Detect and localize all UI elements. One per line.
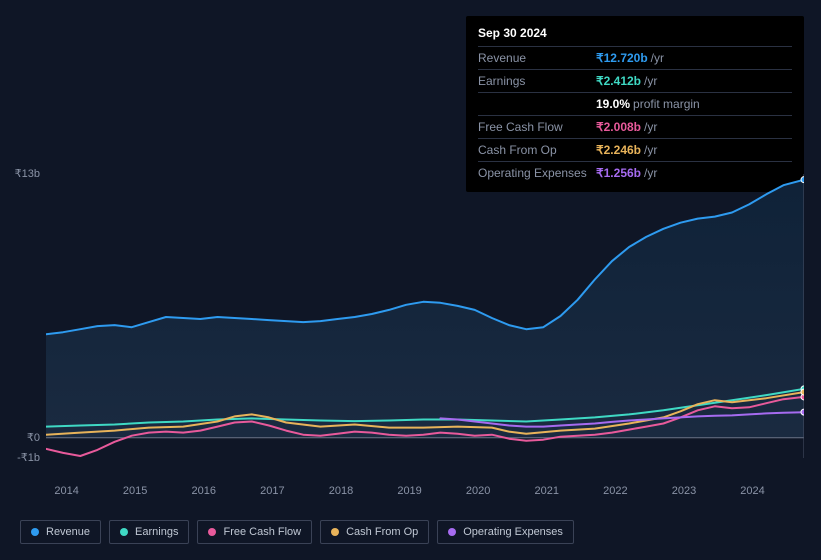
x-tick-label: 2018	[329, 485, 353, 497]
tooltip-metric-unit: /yr	[644, 74, 657, 88]
x-tick-label: 2020	[466, 485, 490, 497]
x-tick-label: 2015	[123, 485, 147, 497]
tooltip-row-sub: 19.0%profit margin	[478, 92, 792, 115]
tooltip-row: Cash From Op₹2.246b/yr	[478, 138, 792, 161]
x-tick-label: 2016	[192, 485, 216, 497]
tooltip-metric-value: ₹12.720b	[596, 51, 648, 65]
tooltip-row: Revenue₹12.720b/yr	[478, 46, 792, 69]
y-tick-label: ₹13b	[0, 167, 40, 180]
x-tick-label: 2022	[603, 485, 627, 497]
marker-opex	[801, 409, 804, 415]
legend-swatch-icon	[120, 528, 128, 536]
chart-legend: Revenue Earnings Free Cash Flow Cash From O…	[20, 520, 574, 544]
revenue-area	[46, 180, 804, 438]
legend-item-earnings[interactable]: Earnings	[109, 520, 189, 544]
tooltip-metric-label: Revenue	[478, 49, 596, 67]
y-tick-label: -₹1b	[0, 451, 40, 464]
tooltip-metric-unit: /yr	[651, 51, 664, 65]
tooltip-metric-label: Cash From Op	[478, 141, 596, 159]
tooltip-metric-value: ₹2.246b	[596, 143, 641, 157]
tooltip-metric-unit: /yr	[644, 120, 657, 134]
tooltip-metric-value: ₹2.008b	[596, 120, 641, 134]
marker-cfo	[801, 389, 804, 395]
legend-label: Earnings	[135, 526, 178, 538]
legend-swatch-icon	[31, 528, 39, 536]
legend-swatch-icon	[331, 528, 339, 536]
tooltip-profit-margin-pct: 19.0%	[596, 97, 630, 111]
x-tick-label: 2014	[54, 485, 78, 497]
x-tick-label: 2019	[397, 485, 421, 497]
chart-plot[interactable]	[46, 174, 804, 458]
legend-swatch-icon	[208, 528, 216, 536]
y-tick-label: ₹0	[0, 431, 40, 444]
legend-swatch-icon	[448, 528, 456, 536]
legend-label: Revenue	[46, 526, 90, 538]
x-tick-label: 2023	[672, 485, 696, 497]
tooltip-metric-label: Free Cash Flow	[478, 118, 596, 136]
tooltip-profit-margin-label: profit margin	[633, 97, 700, 111]
x-tick-label: 2017	[260, 485, 284, 497]
legend-item-opex[interactable]: Operating Expenses	[437, 520, 574, 544]
tooltip-row: Free Cash Flow₹2.008b/yr	[478, 115, 792, 138]
marker-revenue	[801, 177, 804, 183]
legend-label: Free Cash Flow	[223, 526, 301, 538]
legend-item-fcf[interactable]: Free Cash Flow	[197, 520, 312, 544]
tooltip-metric-unit: /yr	[644, 143, 657, 157]
tooltip-metric-value: ₹2.412b	[596, 74, 641, 88]
legend-label: Operating Expenses	[463, 526, 563, 538]
x-tick-label: 2021	[535, 485, 559, 497]
x-tick-label: 2024	[740, 485, 764, 497]
chart-tooltip: Sep 30 2024Revenue₹12.720b/yrEarnings₹2.…	[466, 16, 804, 192]
tooltip-date: Sep 30 2024	[478, 24, 792, 42]
legend-item-revenue[interactable]: Revenue	[20, 520, 101, 544]
legend-label: Cash From Op	[346, 526, 418, 538]
legend-item-cfo[interactable]: Cash From Op	[320, 520, 429, 544]
tooltip-metric-label: Earnings	[478, 72, 596, 90]
tooltip-row: Earnings₹2.412b/yr	[478, 69, 792, 92]
